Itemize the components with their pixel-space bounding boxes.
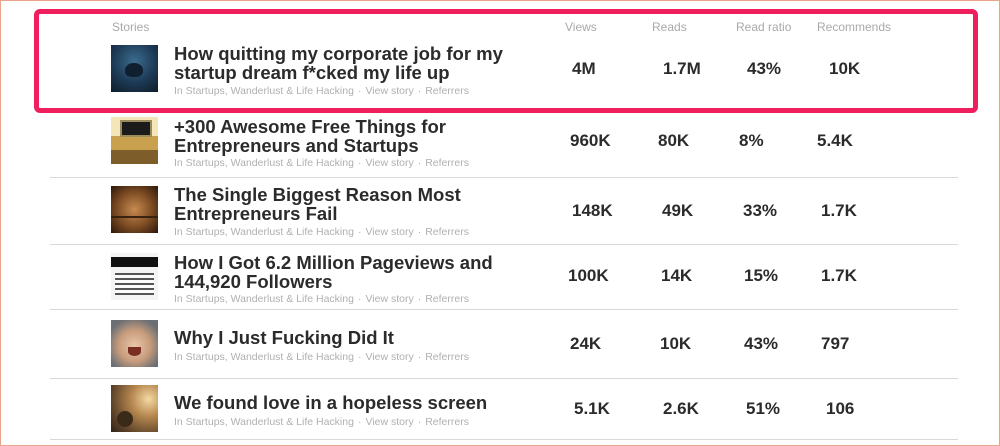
story-meta: In Startups, Wanderlust & Life Hacking · V…: [174, 226, 469, 238]
publication-link[interactable]: In Startups, Wanderlust & Life Hacking: [174, 85, 354, 97]
publication-link[interactable]: In Startups, Wanderlust & Life Hacking: [174, 226, 354, 238]
views-value: 960K: [570, 131, 611, 150]
recommends-value: 106: [826, 399, 855, 418]
story-meta: In Startups, Wanderlust & Life Hacking · V…: [174, 416, 469, 428]
read-ratio-value: 33%: [743, 201, 778, 220]
story-title-line: Entrepreneurs and Startups: [174, 135, 419, 156]
story-title[interactable]: Why I Just Fucking Did It: [174, 328, 544, 347]
reads-value: 49K: [662, 201, 694, 220]
column-header-read-ratio[interactable]: Read ratio: [736, 20, 792, 34]
story-thumbnail[interactable]: [111, 45, 158, 92]
views-value: 4M: [572, 59, 596, 78]
story-thumbnail[interactable]: [111, 186, 158, 233]
reads-value: 14K: [661, 266, 693, 285]
publication-link[interactable]: In Startups, Wanderlust & Life Hacking: [174, 416, 354, 428]
story-row: Why I Just Fucking Did It In Startups, W…: [50, 310, 958, 379]
referrers-link[interactable]: Referrers: [425, 416, 469, 428]
reads-value: 1.7M: [663, 59, 701, 78]
story-title-line: We found love in a hopeless screen: [174, 392, 488, 413]
reads-value: 2.6K: [663, 399, 699, 418]
row-divider: [50, 309, 958, 310]
referrers-link[interactable]: Referrers: [425, 293, 469, 305]
view-story-link[interactable]: View story: [365, 157, 414, 169]
view-story-link[interactable]: View story: [365, 416, 414, 428]
story-title[interactable]: We found love in a hopeless screen: [174, 393, 544, 412]
story-title[interactable]: How quitting my corporate job for my sta…: [174, 44, 544, 82]
story-title-line: +300 Awesome Free Things for: [174, 116, 446, 137]
story-row: The Single Biggest Reason Most Entrepren…: [50, 178, 958, 245]
story-meta: In Startups, Wanderlust & Life Hacking · V…: [174, 351, 469, 363]
stats-table-header: Stories Views Reads Read ratio Recommend…: [0, 0, 1000, 40]
story-title-line: Entrepreneurs Fail: [174, 203, 338, 224]
story-title-line: Why I Just Fucking Did It: [174, 327, 394, 348]
read-ratio-value: 15%: [744, 266, 779, 285]
views-value: 148K: [572, 201, 613, 220]
meta-separator: ·: [357, 85, 362, 97]
meta-separator: ·: [357, 226, 362, 238]
reads-value: 80K: [658, 131, 690, 150]
meta-separator: ·: [417, 157, 422, 169]
story-thumbnail[interactable]: [111, 385, 158, 432]
story-title-line: 144,920 Followers: [174, 271, 333, 292]
recommends-value: 1.7K: [821, 266, 857, 285]
meta-separator: ·: [417, 226, 422, 238]
view-story-link[interactable]: View story: [365, 226, 414, 238]
story-meta: In Startups, Wanderlust & Life Hacking · V…: [174, 293, 469, 305]
referrers-link[interactable]: Referrers: [425, 85, 469, 97]
story-row: +300 Awesome Free Things for Entrepreneu…: [50, 107, 958, 178]
story-title[interactable]: The Single Biggest Reason Most Entrepren…: [174, 185, 544, 223]
story-title-line: startup dream f*cked my life up: [174, 62, 450, 83]
views-value: 24K: [570, 334, 602, 353]
story-row: We found love in a hopeless screen In St…: [50, 379, 958, 440]
story-title-line: How I Got 6.2 Million Pageviews and: [174, 252, 493, 273]
meta-separator: ·: [357, 157, 362, 169]
story-title-line: The Single Biggest Reason Most: [174, 184, 461, 205]
meta-separator: ·: [357, 416, 362, 428]
view-story-link[interactable]: View story: [365, 293, 414, 305]
meta-separator: ·: [417, 293, 422, 305]
publication-link[interactable]: In Startups, Wanderlust & Life Hacking: [174, 351, 354, 363]
read-ratio-value: 43%: [744, 334, 779, 353]
story-row: How quitting my corporate job for my sta…: [50, 40, 958, 107]
read-ratio-value: 51%: [746, 399, 781, 418]
story-thumbnail[interactable]: [111, 320, 158, 367]
recommends-value: 797: [821, 334, 850, 353]
meta-separator: ·: [357, 293, 362, 305]
view-story-link[interactable]: View story: [365, 351, 414, 363]
column-header-recommends[interactable]: Recommends: [817, 20, 892, 34]
story-title[interactable]: How I Got 6.2 Million Pageviews and 144,…: [174, 253, 544, 291]
referrers-link[interactable]: Referrers: [425, 351, 469, 363]
referrers-link[interactable]: Referrers: [425, 226, 469, 238]
publication-link[interactable]: In Startups, Wanderlust & Life Hacking: [174, 293, 354, 305]
recommends-value: 10K: [829, 59, 861, 78]
meta-separator: ·: [417, 85, 422, 97]
story-thumbnail[interactable]: [111, 253, 158, 300]
story-title[interactable]: +300 Awesome Free Things for Entrepreneu…: [174, 117, 544, 155]
row-divider: [50, 177, 958, 178]
row-divider: [50, 244, 958, 245]
story-thumbnail[interactable]: [111, 117, 158, 164]
column-header-reads[interactable]: Reads: [652, 20, 687, 34]
meta-separator: ·: [417, 351, 422, 363]
meta-separator: ·: [417, 416, 422, 428]
reads-value: 10K: [660, 334, 692, 353]
views-value: 5.1K: [574, 399, 610, 418]
story-meta: In Startups, Wanderlust & Life Hacking · V…: [174, 157, 469, 169]
views-value: 100K: [568, 266, 609, 285]
story-title-line: How quitting my corporate job for my: [174, 43, 503, 64]
column-header-views[interactable]: Views: [565, 20, 597, 34]
view-story-link[interactable]: View story: [365, 85, 414, 97]
row-divider: [50, 378, 958, 379]
recommends-value: 1.7K: [821, 201, 857, 220]
read-ratio-value: 8%: [739, 131, 764, 150]
row-divider: [50, 439, 958, 440]
recommends-value: 5.4K: [817, 131, 853, 150]
read-ratio-value: 43%: [747, 59, 782, 78]
story-row: How I Got 6.2 Million Pageviews and 144,…: [50, 245, 958, 310]
referrers-link[interactable]: Referrers: [425, 157, 469, 169]
story-meta: In Startups, Wanderlust & Life Hacking · V…: [174, 85, 469, 97]
publication-link[interactable]: In Startups, Wanderlust & Life Hacking: [174, 157, 354, 169]
column-header-stories: Stories: [112, 20, 150, 34]
meta-separator: ·: [357, 351, 362, 363]
